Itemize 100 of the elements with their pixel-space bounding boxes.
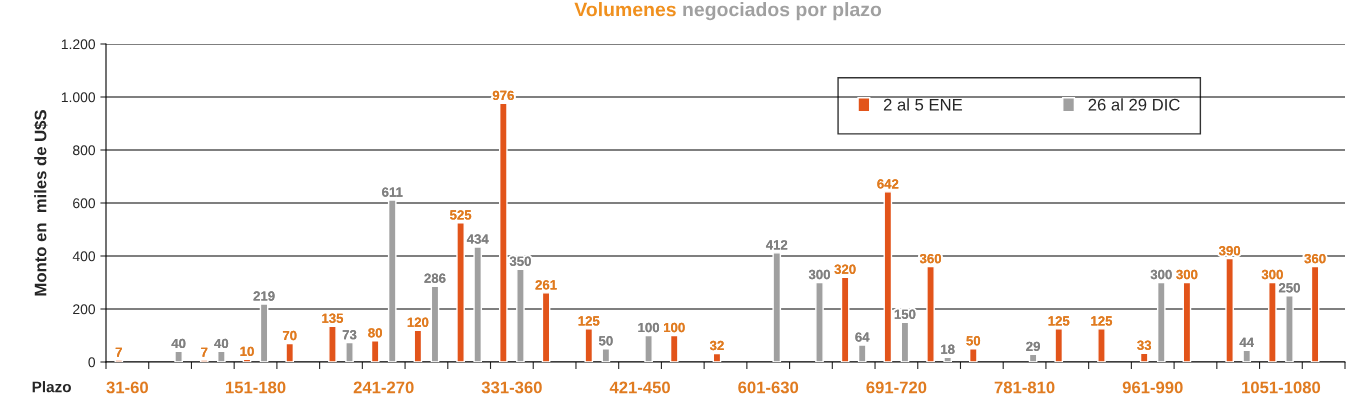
data-label: 44 [1239, 337, 1254, 347]
y-tick-label: 1.200 [61, 39, 96, 50]
x-tick-label: 31-60 [106, 381, 148, 394]
bar [815, 281, 824, 362]
data-label: 350 [509, 256, 531, 266]
data-label: 50 [966, 336, 981, 346]
bar [1028, 353, 1038, 362]
data-label: 286 [424, 273, 446, 283]
x-tick-label: 601-630 [738, 381, 799, 394]
bar [1156, 281, 1166, 362]
data-label: 100 [664, 322, 685, 333]
bar [1225, 257, 1234, 362]
bar [413, 329, 423, 362]
bar [883, 191, 893, 362]
data-label: 64 [855, 332, 870, 342]
data-label: 250 [1278, 283, 1300, 293]
x-tick-label: 691-720 [866, 381, 927, 394]
bar [857, 344, 867, 362]
data-label: 125 [1048, 316, 1070, 326]
y-tick-label: 800 [73, 145, 96, 156]
data-label: 525 [450, 210, 472, 220]
bar [943, 356, 952, 362]
bar [285, 342, 295, 362]
chart-title: Volumenes negociados por plazo [574, 2, 882, 21]
bar [840, 276, 850, 362]
data-label: 100 [638, 322, 660, 333]
data-label: 40 [171, 338, 186, 349]
data-label: 80 [368, 328, 382, 338]
bar [387, 199, 397, 362]
x-tick-label: 421-450 [609, 381, 670, 394]
bar [900, 321, 910, 362]
y-tick-label: 200 [73, 304, 96, 315]
bar [644, 334, 653, 362]
x-tick-label: 151-180 [226, 381, 286, 394]
data-label: 40 [214, 338, 229, 349]
bar [541, 292, 551, 362]
bar [1054, 328, 1064, 362]
data-label: 642 [877, 179, 899, 189]
y-tick-label: 600 [73, 198, 96, 209]
data-label: 261 [535, 280, 557, 290]
y-tick-label: 400 [72, 251, 96, 262]
bar [473, 246, 483, 362]
y-tick-label: 1.000 [61, 92, 96, 103]
x-tick-label: 241-270 [353, 381, 414, 394]
data-label: 300 [808, 269, 830, 280]
bar [328, 325, 337, 362]
bar [370, 340, 380, 362]
bar [259, 303, 269, 362]
bar [712, 352, 722, 362]
data-label: 390 [1218, 246, 1241, 256]
bar [1285, 295, 1294, 362]
data-label: 10 [240, 346, 254, 357]
y-tick-label: 0 [88, 357, 96, 368]
data-label: 125 [578, 316, 600, 326]
data-label: 300 [1150, 269, 1172, 280]
data-label: 18 [941, 344, 955, 354]
bar [1242, 349, 1252, 362]
data-label: 50 [598, 336, 613, 346]
data-label: 32 [709, 340, 724, 351]
x-tick-label: 1051-1080 [1242, 381, 1321, 394]
data-label: 434 [466, 234, 489, 244]
bar [1097, 328, 1106, 362]
bar [430, 285, 440, 362]
bar [345, 341, 354, 362]
data-label: 7 [201, 347, 208, 357]
x-tick-label: 781-810 [994, 381, 1055, 394]
bar [1139, 352, 1149, 362]
y-axis-title: Monto en miles de U$S [33, 110, 48, 296]
data-label: 120 [407, 317, 429, 327]
data-label: 29 [1026, 341, 1040, 352]
legend-label: 2 al 5 ENE [883, 98, 963, 111]
data-label: 412 [765, 240, 788, 250]
bar [516, 268, 525, 362]
data-label: 135 [322, 313, 344, 323]
data-label: 300 [1176, 269, 1198, 280]
bar [456, 222, 465, 362]
x-tick-label: 331-360 [481, 381, 542, 394]
bar [772, 252, 782, 362]
legend-label: 26 al 29 DIC [1088, 98, 1180, 111]
bar [926, 265, 935, 362]
data-label: 7 [115, 347, 122, 357]
data-label: 70 [282, 330, 297, 341]
bar [499, 102, 508, 362]
bar [601, 348, 611, 362]
data-label: 150 [894, 309, 916, 319]
data-label: 300 [1261, 269, 1283, 280]
data-label: 320 [834, 264, 856, 274]
data-label: 33 [1137, 340, 1152, 350]
x-tick-label: 961-990 [1122, 381, 1183, 394]
bar [584, 328, 594, 362]
data-label: 125 [1091, 316, 1113, 326]
bar [1182, 281, 1192, 362]
bar [669, 334, 679, 362]
bar [217, 350, 226, 362]
bar [1268, 281, 1277, 362]
bar [968, 348, 978, 362]
bar [1310, 265, 1320, 362]
x-axis-title: Plazo [32, 381, 71, 393]
data-label: 611 [382, 187, 403, 197]
data-label: 73 [342, 330, 357, 340]
